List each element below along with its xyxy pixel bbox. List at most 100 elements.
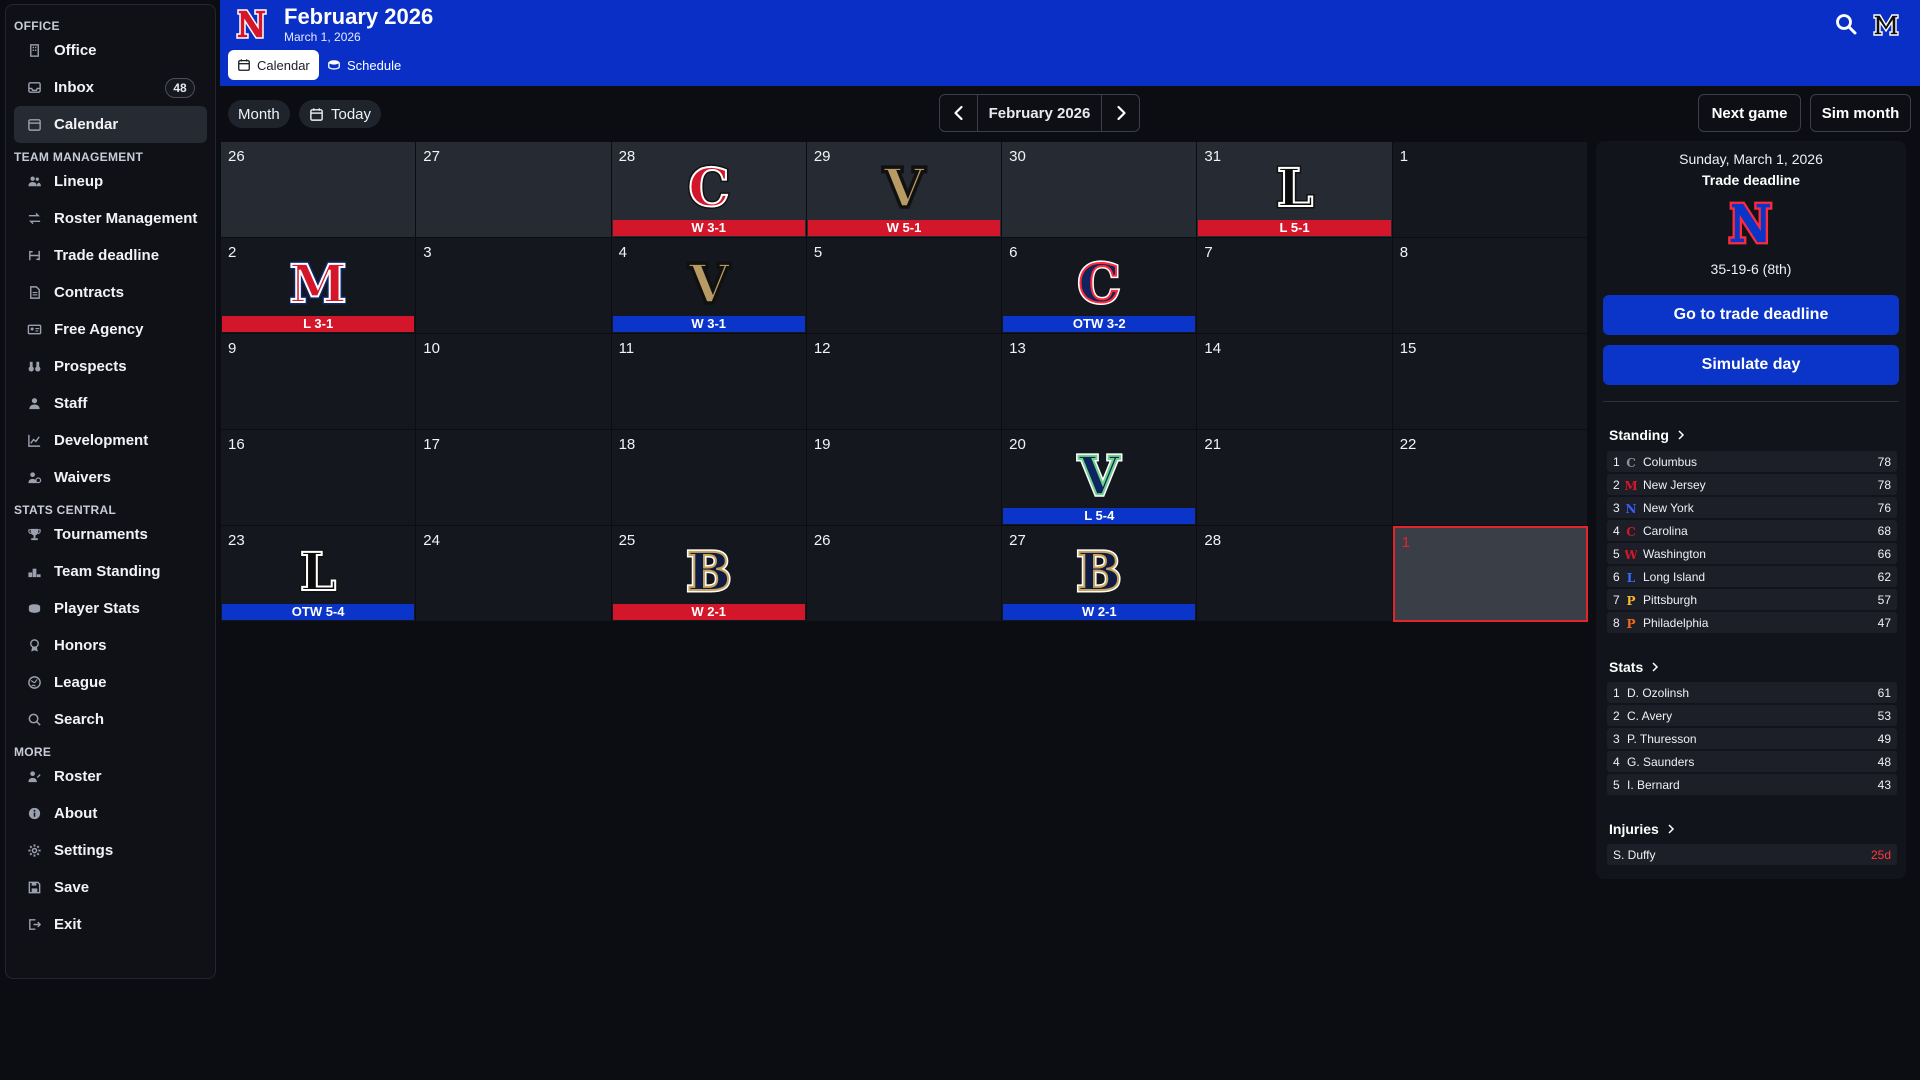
sidebar-item-roster-management[interactable]: Roster Management: [14, 200, 207, 237]
day-number: 12: [813, 340, 831, 357]
points: 61: [1877, 685, 1891, 700]
globe-icon: [26, 675, 42, 691]
sidebar-item-search[interactable]: Search: [14, 701, 207, 738]
tab-calendar[interactable]: Calendar: [228, 50, 319, 80]
sidebar-item-tournaments[interactable]: Tournaments: [14, 516, 207, 553]
standing-row[interactable]: 1 C Columbus 78: [1607, 451, 1897, 472]
calendar-day[interactable]: 14: [1197, 334, 1393, 430]
calendar-day[interactable]: 28: [1197, 526, 1393, 622]
calendar-day[interactable]: 11: [611, 334, 807, 430]
sidebar-item-label: Waivers: [54, 469, 111, 486]
sidebar-item-save[interactable]: Save: [14, 869, 207, 906]
calendar-day[interactable]: 16: [221, 430, 417, 526]
standing-row[interactable]: 5 W Washington 66: [1607, 543, 1897, 564]
calendar-day[interactable]: 23 L L OTW 5-4: [221, 526, 417, 622]
calendar-day[interactable]: 22: [1392, 430, 1588, 526]
calendar-day[interactable]: 19: [806, 430, 1003, 526]
calendar-day[interactable]: 7: [1197, 238, 1393, 334]
team-name: Long Island: [1643, 569, 1706, 584]
calendar-day[interactable]: 13: [1002, 334, 1198, 430]
sidebar-item-honors[interactable]: Honors: [14, 627, 207, 664]
calendar-day[interactable]: 15: [1392, 334, 1588, 430]
calendar-day[interactable]: 30: [1002, 142, 1198, 238]
team-name: New York: [1643, 500, 1694, 515]
sidebar-item-contracts[interactable]: Contracts: [14, 274, 207, 311]
user-team-icon[interactable]: [1872, 10, 1900, 38]
go-to-trade-deadline-button[interactable]: Go to trade deadline: [1603, 295, 1899, 335]
standing-row[interactable]: 7 P Pittsburgh 57: [1607, 589, 1897, 610]
sidebar-item-calendar[interactable]: Calendar: [14, 106, 207, 143]
stats-row[interactable]: 5 I. Bernard 43: [1607, 774, 1897, 795]
day-number: 2: [228, 244, 237, 261]
calendar-day[interactable]: 29 V V W 5-1: [806, 142, 1003, 238]
sidebar-item-development[interactable]: Development: [14, 422, 207, 459]
search-icon[interactable]: [1834, 12, 1858, 36]
calendar-day[interactable]: 21: [1197, 430, 1393, 526]
sidebar-item-staff[interactable]: Staff: [14, 385, 207, 422]
sidebar-item-free-agency[interactable]: Free Agency: [14, 311, 207, 348]
today-button[interactable]: Today: [299, 100, 382, 128]
sidebar-item-office[interactable]: Office: [14, 32, 207, 69]
standing-link[interactable]: Standing: [1609, 427, 1687, 443]
sidebar-item-waivers[interactable]: Waivers: [14, 459, 207, 496]
injury-row[interactable]: S. Duffy 25d: [1607, 844, 1897, 865]
calendar-day[interactable]: 26: [806, 526, 1003, 622]
injuries-link[interactable]: Injuries: [1609, 821, 1677, 837]
next-game-button[interactable]: Next game: [1698, 94, 1801, 132]
standing-row[interactable]: 3 N New York 76: [1607, 497, 1897, 518]
calendar-day[interactable]: 17: [416, 430, 612, 526]
prev-month-button[interactable]: [940, 95, 977, 131]
calendar-day[interactable]: 20 V V L 5-4: [1002, 430, 1198, 526]
calendar-day[interactable]: 24: [416, 526, 612, 622]
calendar-day[interactable]: 1: [1392, 142, 1588, 238]
sidebar-item-league[interactable]: League: [14, 664, 207, 701]
standing-row[interactable]: 8 P Philadelphia 47: [1607, 612, 1897, 633]
sim-month-button[interactable]: Sim month: [1810, 94, 1911, 132]
simulate-day-button[interactable]: Simulate day: [1603, 345, 1899, 385]
sidebar-item-player-stats[interactable]: Player Stats: [14, 590, 207, 627]
sidebar-item-roster[interactable]: Roster: [14, 758, 207, 795]
next-month-button[interactable]: [1102, 95, 1139, 131]
sidebar-item-inbox[interactable]: Inbox 48: [14, 69, 207, 106]
standing-row[interactable]: 4 C Carolina 68: [1607, 520, 1897, 541]
calendar-day[interactable]: 31 L L L 5-1: [1197, 142, 1393, 238]
calendar-day[interactable]: 25 B B W 2-1: [611, 526, 807, 622]
calendar-day[interactable]: 18: [611, 430, 807, 526]
sidebar-item-trade-deadline[interactable]: Trade deadline: [14, 237, 207, 274]
calendar-day[interactable]: 5: [806, 238, 1003, 334]
stats-row[interactable]: 2 C. Avery 53: [1607, 705, 1897, 726]
sidebar-item-team-standing[interactable]: Team Standing: [14, 553, 207, 590]
stats-row[interactable]: 3 P. Thuresson 49: [1607, 728, 1897, 749]
sidebar-item-about[interactable]: About: [14, 795, 207, 832]
tab-schedule[interactable]: Schedule: [318, 50, 410, 80]
calendar-day[interactable]: 28 C C W 3-1: [611, 142, 807, 238]
calendar-day[interactable]: 10: [416, 334, 612, 430]
sidebar-item-prospects[interactable]: Prospects: [14, 348, 207, 385]
stats-row[interactable]: 1 D. Ozolinsh 61: [1607, 682, 1897, 703]
sidebar-item-label: Save: [54, 879, 90, 896]
sidebar-item-exit[interactable]: Exit: [14, 906, 207, 943]
standing-row[interactable]: 2 M New Jersey 78: [1607, 474, 1897, 495]
svg-text:C: C: [688, 158, 729, 214]
calendar-day[interactable]: 6 C C OTW 3-2: [1002, 238, 1198, 334]
calendar-day[interactable]: 27 B B W 2-1: [1002, 526, 1198, 622]
calendar-day[interactable]: 12: [806, 334, 1003, 430]
stats-row[interactable]: 4 G. Saunders 48: [1607, 751, 1897, 772]
calendar-day[interactable]: 27: [416, 142, 612, 238]
game-result: W 2-1: [1003, 604, 1196, 620]
stats-link[interactable]: Stats: [1609, 659, 1661, 675]
month-view-button[interactable]: Month: [228, 100, 290, 128]
player-name: I. Bernard: [1627, 777, 1680, 792]
sidebar-item-settings[interactable]: Settings: [14, 832, 207, 869]
calendar-day-today[interactable]: 1: [1392, 526, 1588, 622]
standing-row[interactable]: 6 L Long Island 62: [1607, 566, 1897, 587]
sidebar-item-lineup[interactable]: Lineup: [14, 163, 207, 200]
calendar-day[interactable]: 26: [221, 142, 417, 238]
calendar-day[interactable]: 9: [221, 334, 417, 430]
svg-text:L: L: [1627, 571, 1636, 583]
calendar-day[interactable]: 8: [1392, 238, 1588, 334]
calendar-day[interactable]: 3: [416, 238, 612, 334]
